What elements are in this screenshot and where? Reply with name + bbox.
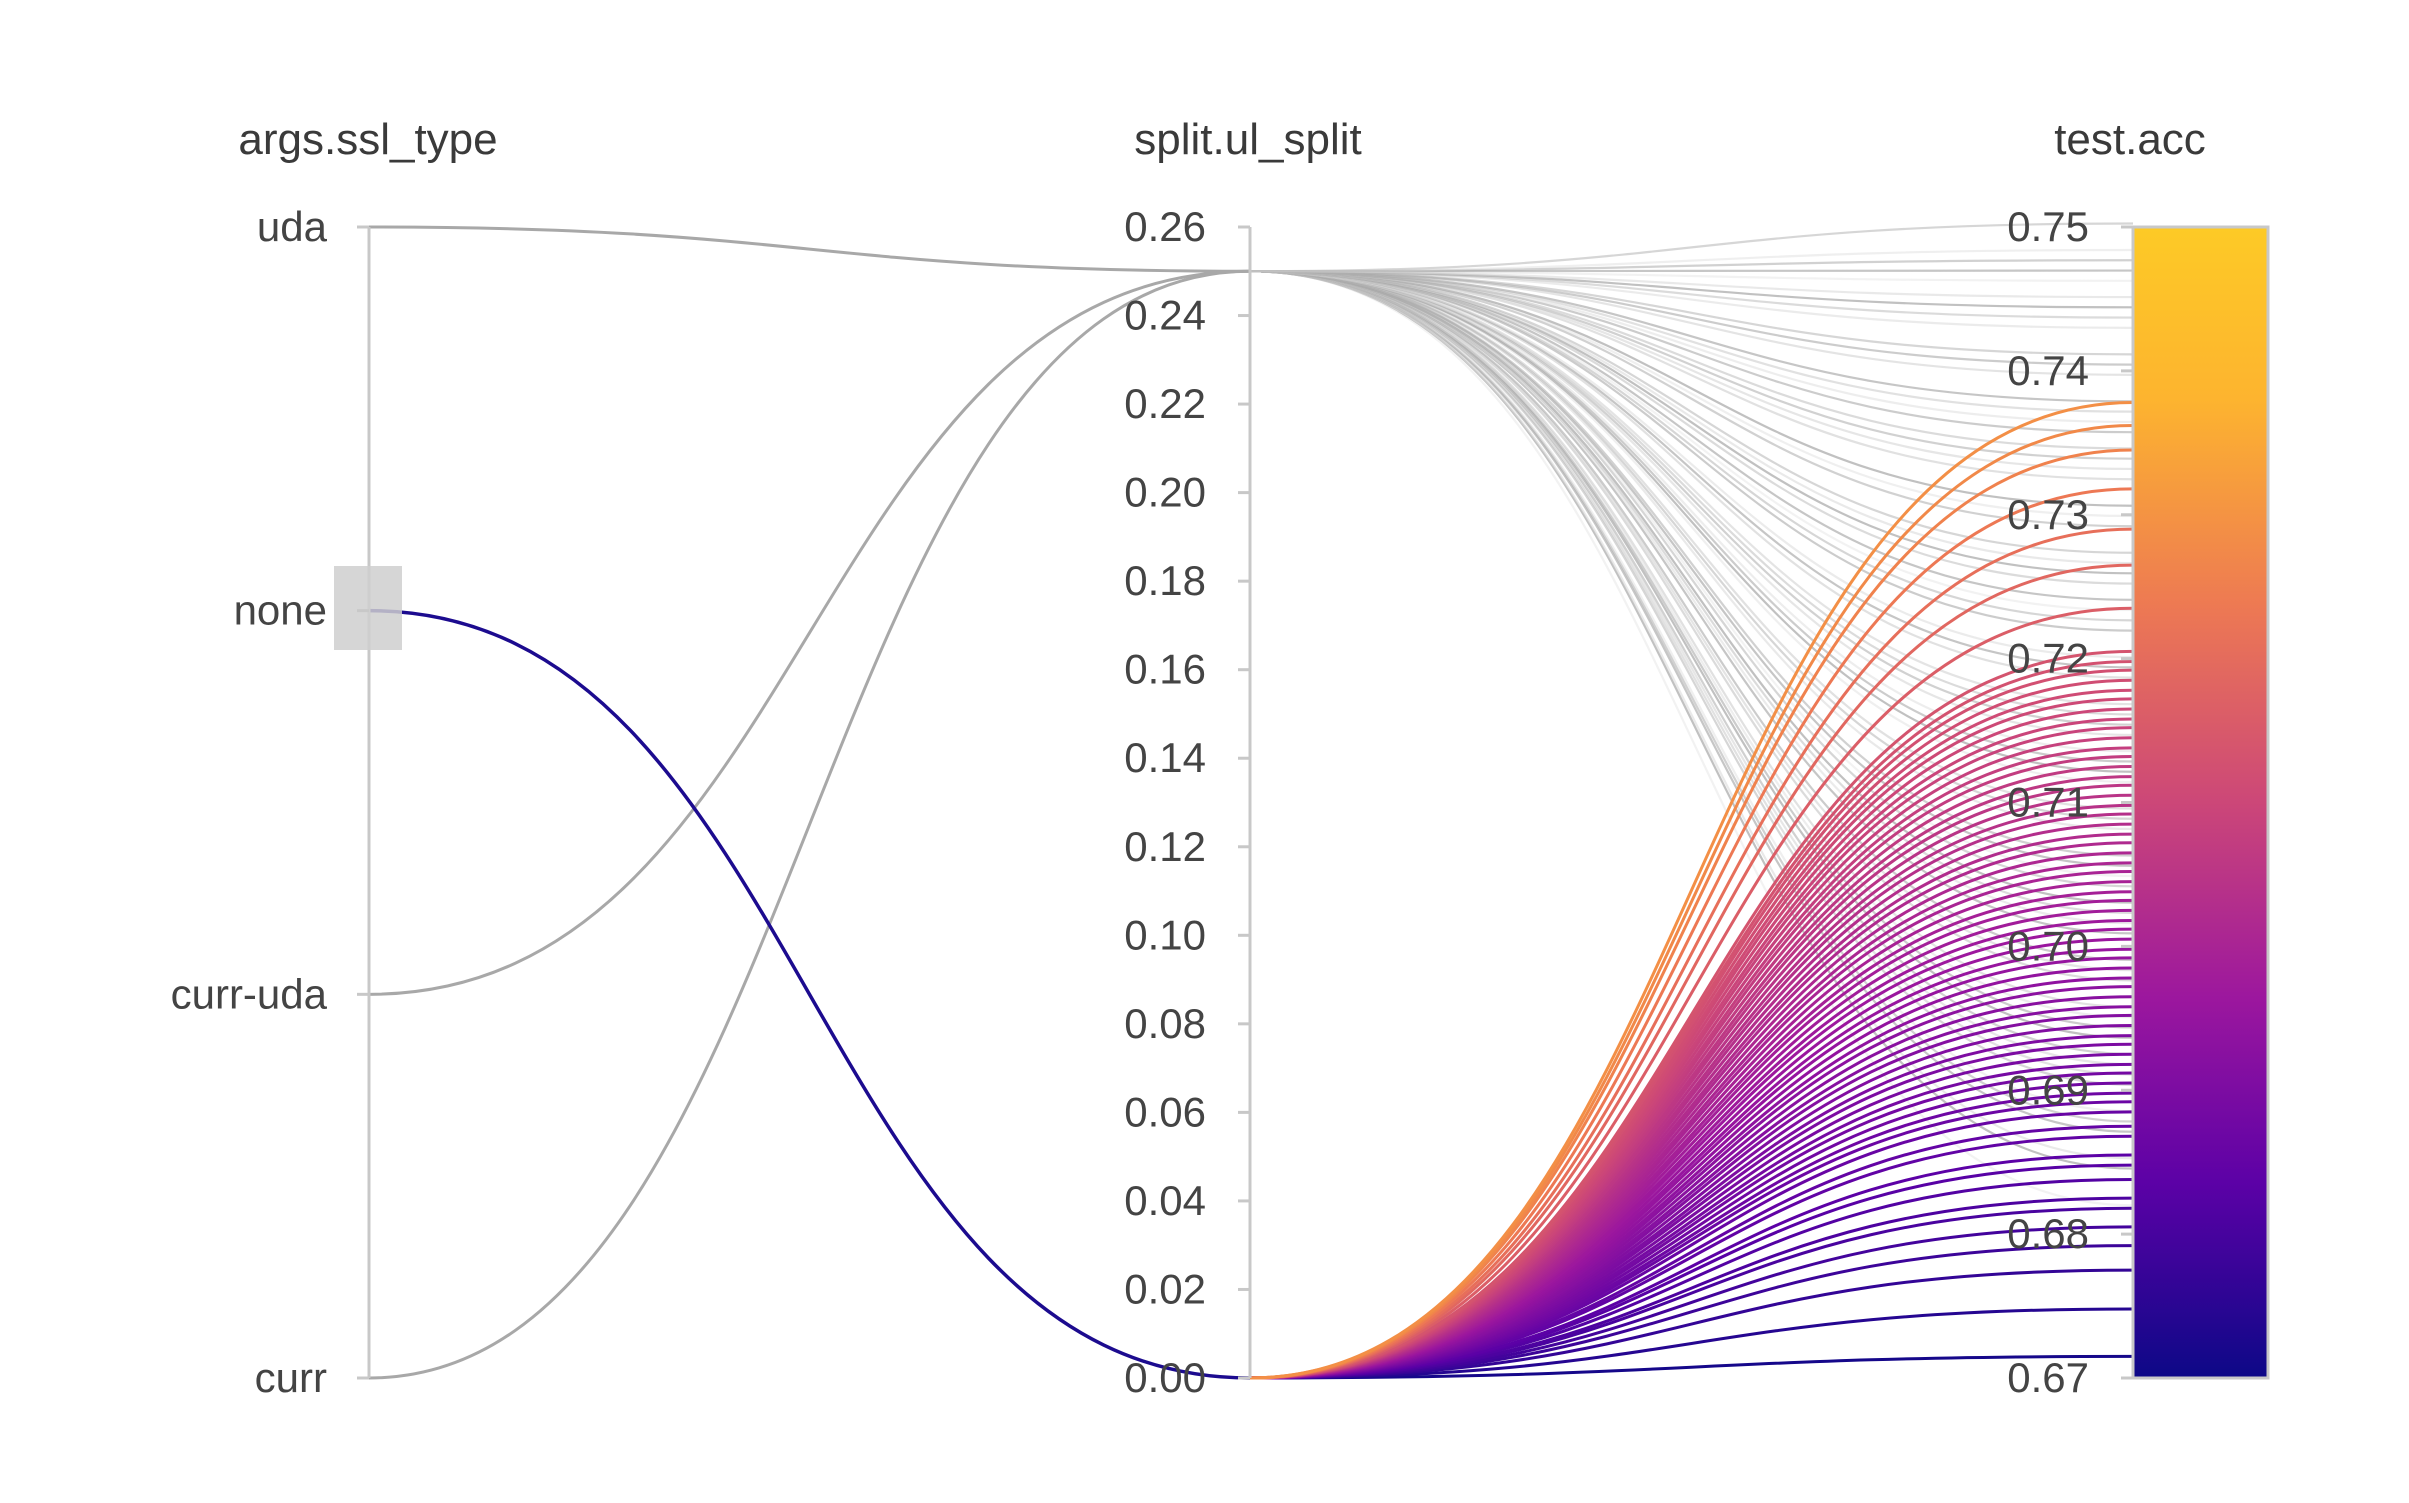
- tick-label: 0.73: [2007, 491, 2089, 538]
- tick-label: 0.22: [1124, 380, 1206, 427]
- tick-label: 0.06: [1124, 1088, 1206, 1135]
- background-run-line: [1249, 270, 2134, 1113]
- tick-label-curr: curr: [255, 1354, 327, 1401]
- background-run-line: [1249, 270, 2134, 507]
- background-run-line: [1249, 270, 2134, 888]
- tick-label: 0.67: [2007, 1354, 2089, 1401]
- background-run-line: [1249, 259, 2134, 273]
- selected-run-line: [1249, 1354, 2134, 1380]
- background-run-line: [1249, 270, 2134, 356]
- selected-run-line: [1249, 649, 2134, 1380]
- ticks-ssl-type: uda none curr-uda curr: [171, 203, 369, 1401]
- selected-run-line: [1249, 487, 2134, 1380]
- background-run-line: [1249, 270, 2134, 565]
- category-selection-box[interactable]: [334, 566, 402, 650]
- background-run-line: [1249, 270, 2134, 1123]
- background-run-line: [1249, 270, 2134, 632]
- tick-label: 0.71: [2007, 779, 2089, 826]
- background-run-line: [1249, 270, 2134, 329]
- tick-label: 0.68: [2007, 1210, 2089, 1257]
- background-run-line: [1249, 248, 2134, 273]
- tick-label: 0.16: [1124, 646, 1206, 693]
- tick-label: 0.10: [1124, 911, 1206, 958]
- background-run-line: [1249, 270, 2134, 982]
- tick-label: 0.12: [1124, 823, 1206, 870]
- tick-label: 0.04: [1124, 1177, 1206, 1224]
- tick-label: 0.72: [2007, 635, 2089, 682]
- tick-label: 0.26: [1124, 203, 1206, 250]
- background-run-line: [1249, 270, 2134, 299]
- selected-run-line: [1249, 527, 2134, 1380]
- background-run-line: [1249, 270, 2134, 554]
- ticks-test-acc: 0.75 0.74 0.73 0.72 0.71 0.70 0.69 0.68 0.67: [2007, 203, 2133, 1401]
- background-run-line: [1249, 270, 2134, 659]
- background-run-line: [1249, 270, 2134, 1019]
- tick-label-uda: uda: [257, 203, 328, 250]
- highlighted-lines: [368, 401, 2134, 1380]
- background-run-line: [1249, 270, 2134, 1160]
- background-run-line: [1249, 270, 2134, 1207]
- background-run-line: [1249, 270, 2134, 1029]
- selected-run-line: [1249, 793, 2134, 1380]
- tick-label: 0.74: [2007, 347, 2089, 394]
- background-run-line: [1249, 270, 2134, 904]
- tick-label: 0.20: [1124, 469, 1206, 516]
- background-run-line: [1249, 270, 2134, 726]
- background-run-line: [1249, 270, 2134, 403]
- selected-run-line: [1249, 606, 2134, 1380]
- background-run-line: [1249, 270, 2134, 460]
- background-run-line: [1249, 270, 2134, 450]
- background-run-line: [1249, 270, 2134, 366]
- background-run-line: [368, 269, 1251, 996]
- background-run-line: [1249, 270, 2134, 434]
- colorscale-bar[interactable]: [2131, 225, 2270, 1380]
- background-run-line: [368, 269, 1251, 1380]
- selected-run-line: [368, 608, 1251, 1380]
- background-run-line: [1249, 222, 2134, 273]
- selected-run-line: [1249, 918, 2134, 1380]
- tick-label: 0.18: [1124, 557, 1206, 604]
- tick-label: 0.70: [2007, 922, 2089, 969]
- axis-title-ul-split: split.ul_split: [1134, 115, 1361, 164]
- ticks-ul-split: 0.26 0.24 0.22 0.20 0.18 0.16 0.14 0.12 0.10 0.08…: [1124, 203, 1250, 1401]
- tick-label: 0.02: [1124, 1265, 1206, 1312]
- background-run-line: [1249, 270, 2134, 1086]
- selected-run-line: [1249, 754, 2134, 1380]
- background-run-line: [1249, 270, 2134, 961]
- selected-run-line: [1249, 1307, 2134, 1380]
- tick-label-curr-uda: curr-uda: [171, 970, 328, 1017]
- tick-label: 0.75: [2007, 203, 2089, 250]
- background-run-line: [1249, 270, 2134, 1133]
- background-run-line: [368, 225, 1251, 273]
- selected-run-line: [1249, 401, 2134, 1380]
- tick-label: 0.00: [1124, 1354, 1206, 1401]
- tick-label: 0.69: [2007, 1066, 2089, 1113]
- tick-label: 0.14: [1124, 734, 1206, 781]
- background-run-line: [1249, 270, 2134, 424]
- selected-run-line: [1249, 765, 2134, 1380]
- background-run-line: [1249, 270, 2134, 622]
- background-run-line: [1249, 270, 2134, 1009]
- axis-title-ssl-type: args.ssl_type: [238, 115, 497, 164]
- background-run-line: [1249, 270, 2134, 706]
- axis-title-test-acc: test.acc: [2054, 115, 2206, 164]
- background-run-line: [1249, 270, 2134, 1056]
- tick-label: 0.24: [1124, 292, 1206, 339]
- background-run-line: [1249, 270, 2134, 518]
- selected-run-line: [1249, 563, 2134, 1380]
- tick-label-none: none: [234, 587, 327, 634]
- tick-label: 0.08: [1124, 1000, 1206, 1047]
